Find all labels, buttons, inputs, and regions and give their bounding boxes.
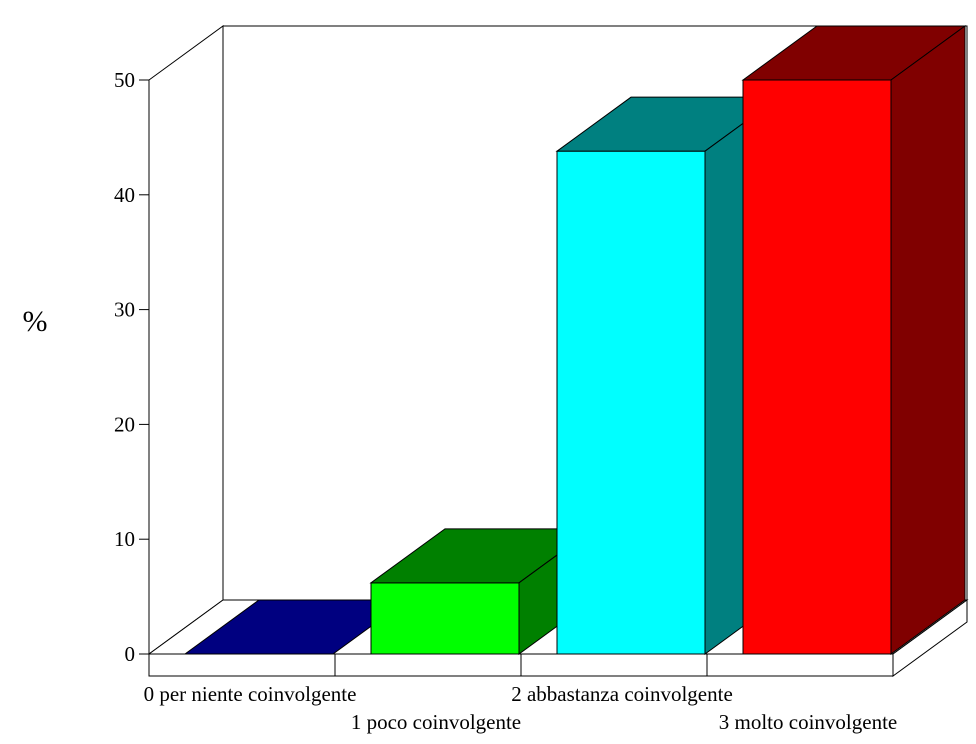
bar-side xyxy=(890,25,966,655)
bar xyxy=(741,25,967,655)
y-tick-label: 0 xyxy=(125,642,136,666)
bar-front xyxy=(742,79,892,655)
bar xyxy=(369,527,595,655)
category-label: 3 molto coinvolgente xyxy=(719,710,897,734)
bar-front xyxy=(370,582,520,655)
bars xyxy=(183,25,967,655)
category-label: 2 abbastanza coinvolgente xyxy=(511,682,733,706)
y-tick-label: 50 xyxy=(114,68,135,92)
category-label: 0 per niente coinvolgente xyxy=(144,682,357,706)
y-tick-label: 30 xyxy=(114,298,135,322)
left-wall xyxy=(148,25,224,655)
y-tick-label: 10 xyxy=(114,527,135,551)
bar-front xyxy=(556,150,706,655)
category-labels: 0 per niente coinvolgente 1 poco coinvolg… xyxy=(144,682,898,734)
y-tick-label: 40 xyxy=(114,183,135,207)
category-label: 1 poco coinvolgente xyxy=(351,710,521,734)
floor-side xyxy=(892,599,968,677)
y-tick-label: 20 xyxy=(114,412,135,436)
y-axis-ticks: 0 10 20 30 40 50 xyxy=(114,68,149,666)
y-axis-label: % xyxy=(23,305,48,338)
